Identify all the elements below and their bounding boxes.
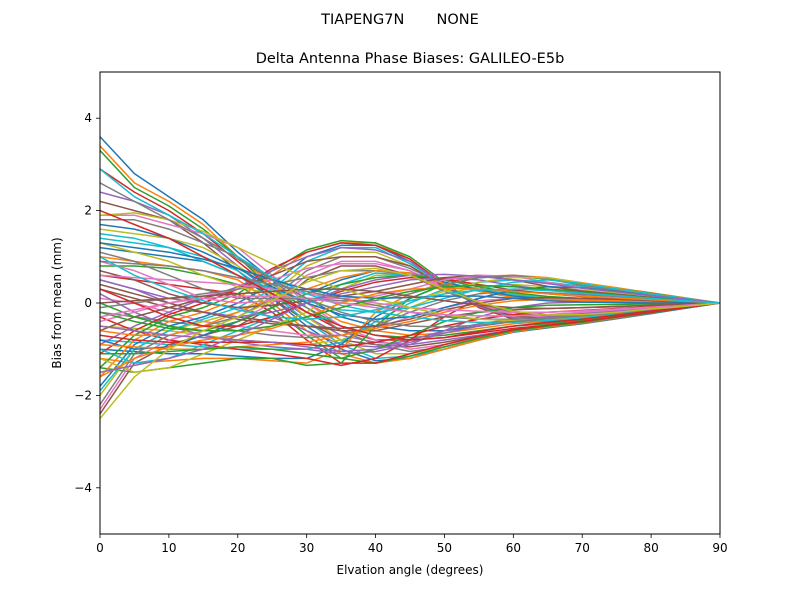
- x-tick-label: 90: [712, 541, 727, 555]
- series-line-56: [100, 283, 720, 330]
- x-tick-label: 30: [299, 541, 314, 555]
- figure-suptitle: TIAPENG7N NONE: [320, 12, 479, 28]
- x-tick-label: 0: [96, 541, 104, 555]
- series-line-66: [100, 288, 720, 310]
- series-line-60: [100, 168, 720, 324]
- series-line-69: [100, 267, 720, 419]
- series-line-62: [100, 287, 720, 378]
- series-line-48: [100, 251, 720, 304]
- series-line-61: [100, 242, 720, 304]
- x-tick-label: 80: [643, 541, 658, 555]
- y-tick-label: 2: [84, 204, 92, 218]
- x-tick-label: 70: [575, 541, 590, 555]
- x-tick-label: 40: [368, 541, 383, 555]
- y-axis-label: Bias from mean (mm): [50, 237, 64, 368]
- y-tick-label: 0: [84, 296, 92, 310]
- x-tick-label: 20: [230, 541, 245, 555]
- y-axis: −4 −2 0 2 4: [74, 111, 100, 495]
- x-tick-label: 50: [437, 541, 452, 555]
- series-line-46: [100, 269, 720, 309]
- series-layer: [100, 136, 720, 419]
- x-tick-label: 10: [161, 541, 176, 555]
- series-line-3: [100, 149, 720, 339]
- series-line-70: [100, 256, 720, 320]
- series-line-67: [100, 295, 720, 318]
- x-axis: 0 10 20 30 40 50 60 70 80 90: [96, 534, 728, 555]
- series-line-55: [100, 302, 720, 353]
- chart-title: Delta Antenna Phase Biases: GALILEO-E5b: [256, 51, 565, 67]
- x-axis-label: Elvation angle (degrees): [337, 563, 484, 577]
- y-tick-label: 4: [84, 111, 92, 125]
- y-tick-label: −4: [74, 481, 92, 495]
- y-tick-label: −2: [74, 388, 92, 402]
- x-tick-label: 60: [506, 541, 521, 555]
- series-line-64: [100, 209, 720, 341]
